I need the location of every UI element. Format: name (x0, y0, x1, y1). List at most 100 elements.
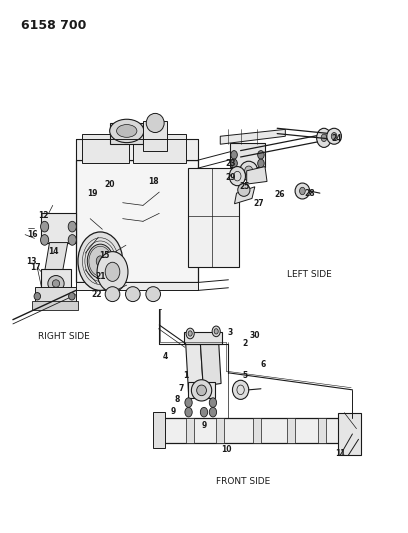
Text: 2: 2 (242, 339, 247, 348)
Ellipse shape (126, 287, 140, 302)
Ellipse shape (317, 128, 331, 148)
Ellipse shape (231, 159, 237, 167)
Ellipse shape (212, 326, 220, 337)
Text: 8: 8 (175, 395, 180, 404)
Polygon shape (338, 413, 361, 455)
Polygon shape (186, 337, 203, 393)
Text: 9: 9 (202, 422, 206, 431)
Bar (216, 418, 224, 443)
Ellipse shape (48, 276, 64, 292)
Ellipse shape (188, 331, 192, 336)
Ellipse shape (321, 134, 327, 142)
Text: RIGHT SIDE: RIGHT SIDE (38, 332, 90, 341)
Text: 24: 24 (331, 134, 341, 143)
Text: 18: 18 (148, 177, 158, 186)
Text: 28: 28 (304, 189, 315, 198)
Ellipse shape (233, 380, 249, 399)
Ellipse shape (231, 151, 237, 159)
Ellipse shape (40, 235, 49, 245)
Text: 21: 21 (95, 272, 106, 280)
Bar (231, 143, 265, 166)
Text: 27: 27 (254, 199, 264, 208)
Text: FRONT SIDE: FRONT SIDE (215, 478, 270, 486)
Ellipse shape (245, 166, 253, 175)
Ellipse shape (146, 287, 160, 302)
Text: 6: 6 (260, 360, 266, 369)
Ellipse shape (209, 407, 217, 417)
Bar (41, 213, 76, 243)
Text: 26: 26 (274, 190, 284, 199)
Ellipse shape (331, 133, 337, 140)
Bar (76, 160, 198, 282)
Text: 15: 15 (99, 252, 110, 260)
Bar (82, 134, 129, 163)
Text: 22: 22 (91, 289, 102, 298)
Ellipse shape (117, 125, 137, 138)
Ellipse shape (68, 235, 76, 245)
Bar (253, 418, 261, 443)
Ellipse shape (78, 232, 123, 290)
Ellipse shape (197, 385, 206, 395)
Ellipse shape (258, 159, 264, 167)
Polygon shape (220, 130, 285, 144)
Text: 30: 30 (250, 331, 260, 340)
Text: 4: 4 (163, 352, 168, 361)
Text: 3: 3 (228, 328, 233, 337)
Polygon shape (247, 166, 267, 184)
Text: 23: 23 (225, 159, 236, 168)
Ellipse shape (209, 398, 217, 407)
Ellipse shape (34, 293, 40, 300)
Ellipse shape (105, 287, 120, 302)
Ellipse shape (52, 280, 60, 287)
Text: 20: 20 (104, 180, 115, 189)
Text: 1: 1 (183, 371, 188, 380)
Ellipse shape (185, 407, 192, 417)
Ellipse shape (110, 119, 144, 143)
Text: 19: 19 (87, 189, 98, 198)
Bar (188, 382, 215, 398)
Ellipse shape (191, 379, 212, 401)
Bar (186, 418, 194, 443)
Polygon shape (157, 418, 355, 443)
Ellipse shape (68, 221, 76, 232)
Text: 11: 11 (335, 449, 346, 458)
Ellipse shape (185, 398, 192, 407)
Ellipse shape (200, 407, 208, 417)
Bar (143, 122, 167, 151)
Bar (188, 168, 239, 266)
Ellipse shape (327, 128, 341, 144)
Text: 10: 10 (221, 446, 232, 455)
Text: 6158 700: 6158 700 (21, 19, 86, 33)
Bar (318, 418, 326, 443)
Ellipse shape (40, 221, 49, 232)
Bar (133, 134, 186, 163)
Text: 5: 5 (242, 371, 247, 380)
Polygon shape (76, 282, 198, 290)
Text: 29: 29 (225, 173, 236, 182)
Ellipse shape (238, 183, 250, 196)
Bar (184, 332, 222, 344)
Ellipse shape (295, 183, 310, 199)
Ellipse shape (69, 293, 75, 300)
Text: 9: 9 (171, 407, 176, 416)
Bar (35, 287, 76, 304)
Ellipse shape (186, 328, 194, 339)
Text: 14: 14 (48, 247, 59, 256)
Text: 13: 13 (26, 257, 36, 265)
Polygon shape (44, 243, 68, 272)
Polygon shape (200, 335, 221, 386)
Text: LEFT SIDE: LEFT SIDE (287, 270, 332, 279)
Ellipse shape (240, 161, 258, 180)
Ellipse shape (299, 187, 305, 195)
Ellipse shape (105, 262, 120, 281)
Ellipse shape (87, 244, 113, 278)
Bar (76, 139, 198, 160)
Ellipse shape (96, 256, 104, 266)
Bar (111, 123, 143, 144)
Polygon shape (235, 187, 255, 204)
Bar (287, 418, 295, 443)
Text: 7: 7 (179, 384, 184, 393)
Text: 25: 25 (239, 182, 250, 191)
Ellipse shape (214, 329, 218, 334)
Text: 17: 17 (30, 263, 40, 272)
